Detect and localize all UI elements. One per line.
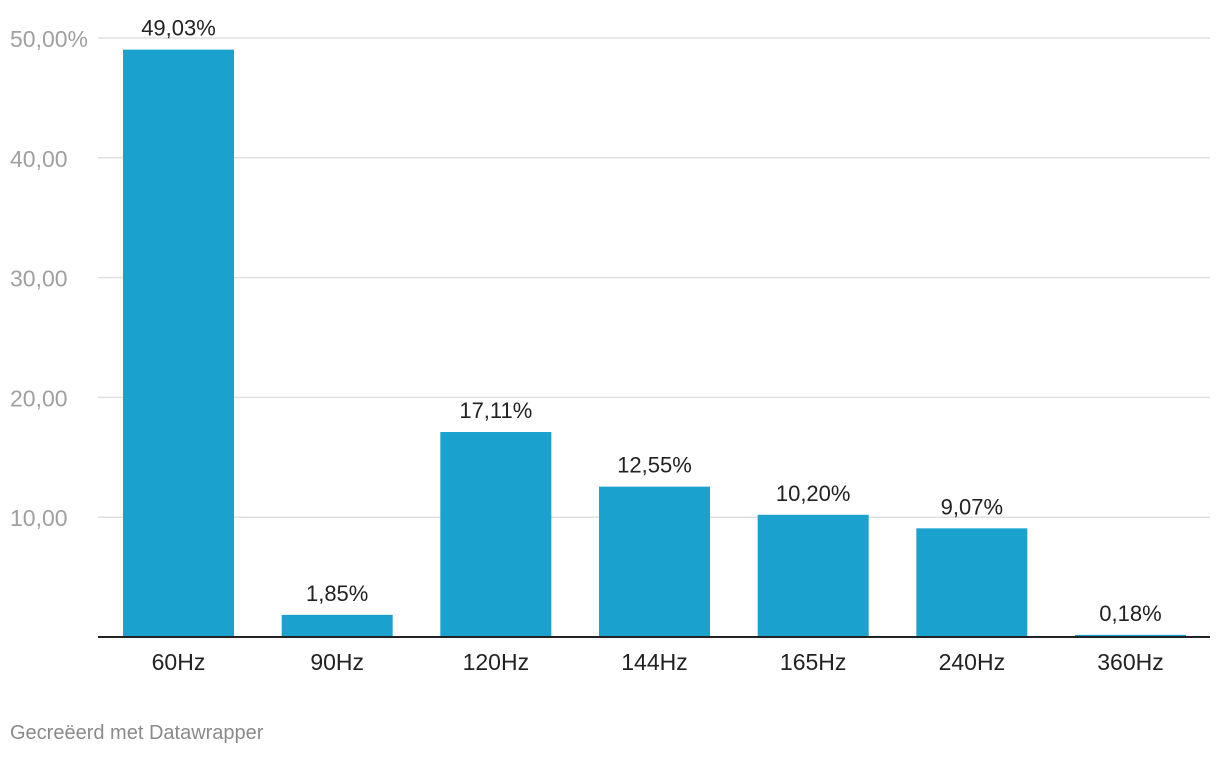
bars — [123, 49, 1186, 637]
bar — [123, 49, 234, 637]
bar — [1075, 634, 1186, 637]
x-tick-label: 240Hz — [939, 649, 1005, 675]
y-tick-label: 50,00% — [10, 26, 88, 52]
x-axis-ticks: 60Hz 90Hz 120Hz 144Hz 165Hz 240Hz 360Hz — [152, 649, 1164, 675]
y-tick-label: 40,00 — [10, 146, 68, 172]
x-tick-label: 60Hz — [152, 649, 206, 675]
footer-credit: Gecreëerd met Datawrapper — [10, 722, 264, 744]
x-tick-label: 165Hz — [780, 649, 846, 675]
data-label: 12,55% — [617, 453, 692, 478]
data-labels: 49,03% 1,85% 17,11% 12,55% 10,20% 9,07% 0,18% — [141, 16, 1162, 626]
data-label: 17,11% — [459, 398, 532, 423]
x-tick-label: 90Hz — [310, 649, 364, 675]
data-label: 0,18% — [1099, 601, 1161, 626]
bar — [599, 486, 710, 637]
bar-chart: 50,00% 40,00 30,00 20,00 10,00 49,03% 1,85% 17… — [10, 16, 1210, 675]
x-tick-label: 120Hz — [463, 649, 529, 675]
grid-lines — [98, 37, 1210, 518]
data-label: 9,07% — [941, 494, 1003, 519]
bar — [281, 614, 393, 637]
data-label: 49,03% — [141, 16, 216, 41]
y-axis-ticks: 50,00% 40,00 30,00 20,00 10,00 — [10, 26, 88, 531]
bar — [916, 528, 1028, 637]
bar — [440, 432, 552, 637]
data-label: 10,20% — [776, 481, 851, 506]
y-tick-label: 30,00 — [10, 266, 68, 292]
x-tick-label: 144Hz — [621, 649, 687, 675]
y-tick-label: 10,00 — [10, 505, 68, 531]
data-label: 1,85% — [306, 581, 368, 606]
x-tick-label: 360Hz — [1097, 649, 1163, 675]
bar — [757, 514, 869, 637]
y-tick-label: 20,00 — [10, 385, 68, 411]
